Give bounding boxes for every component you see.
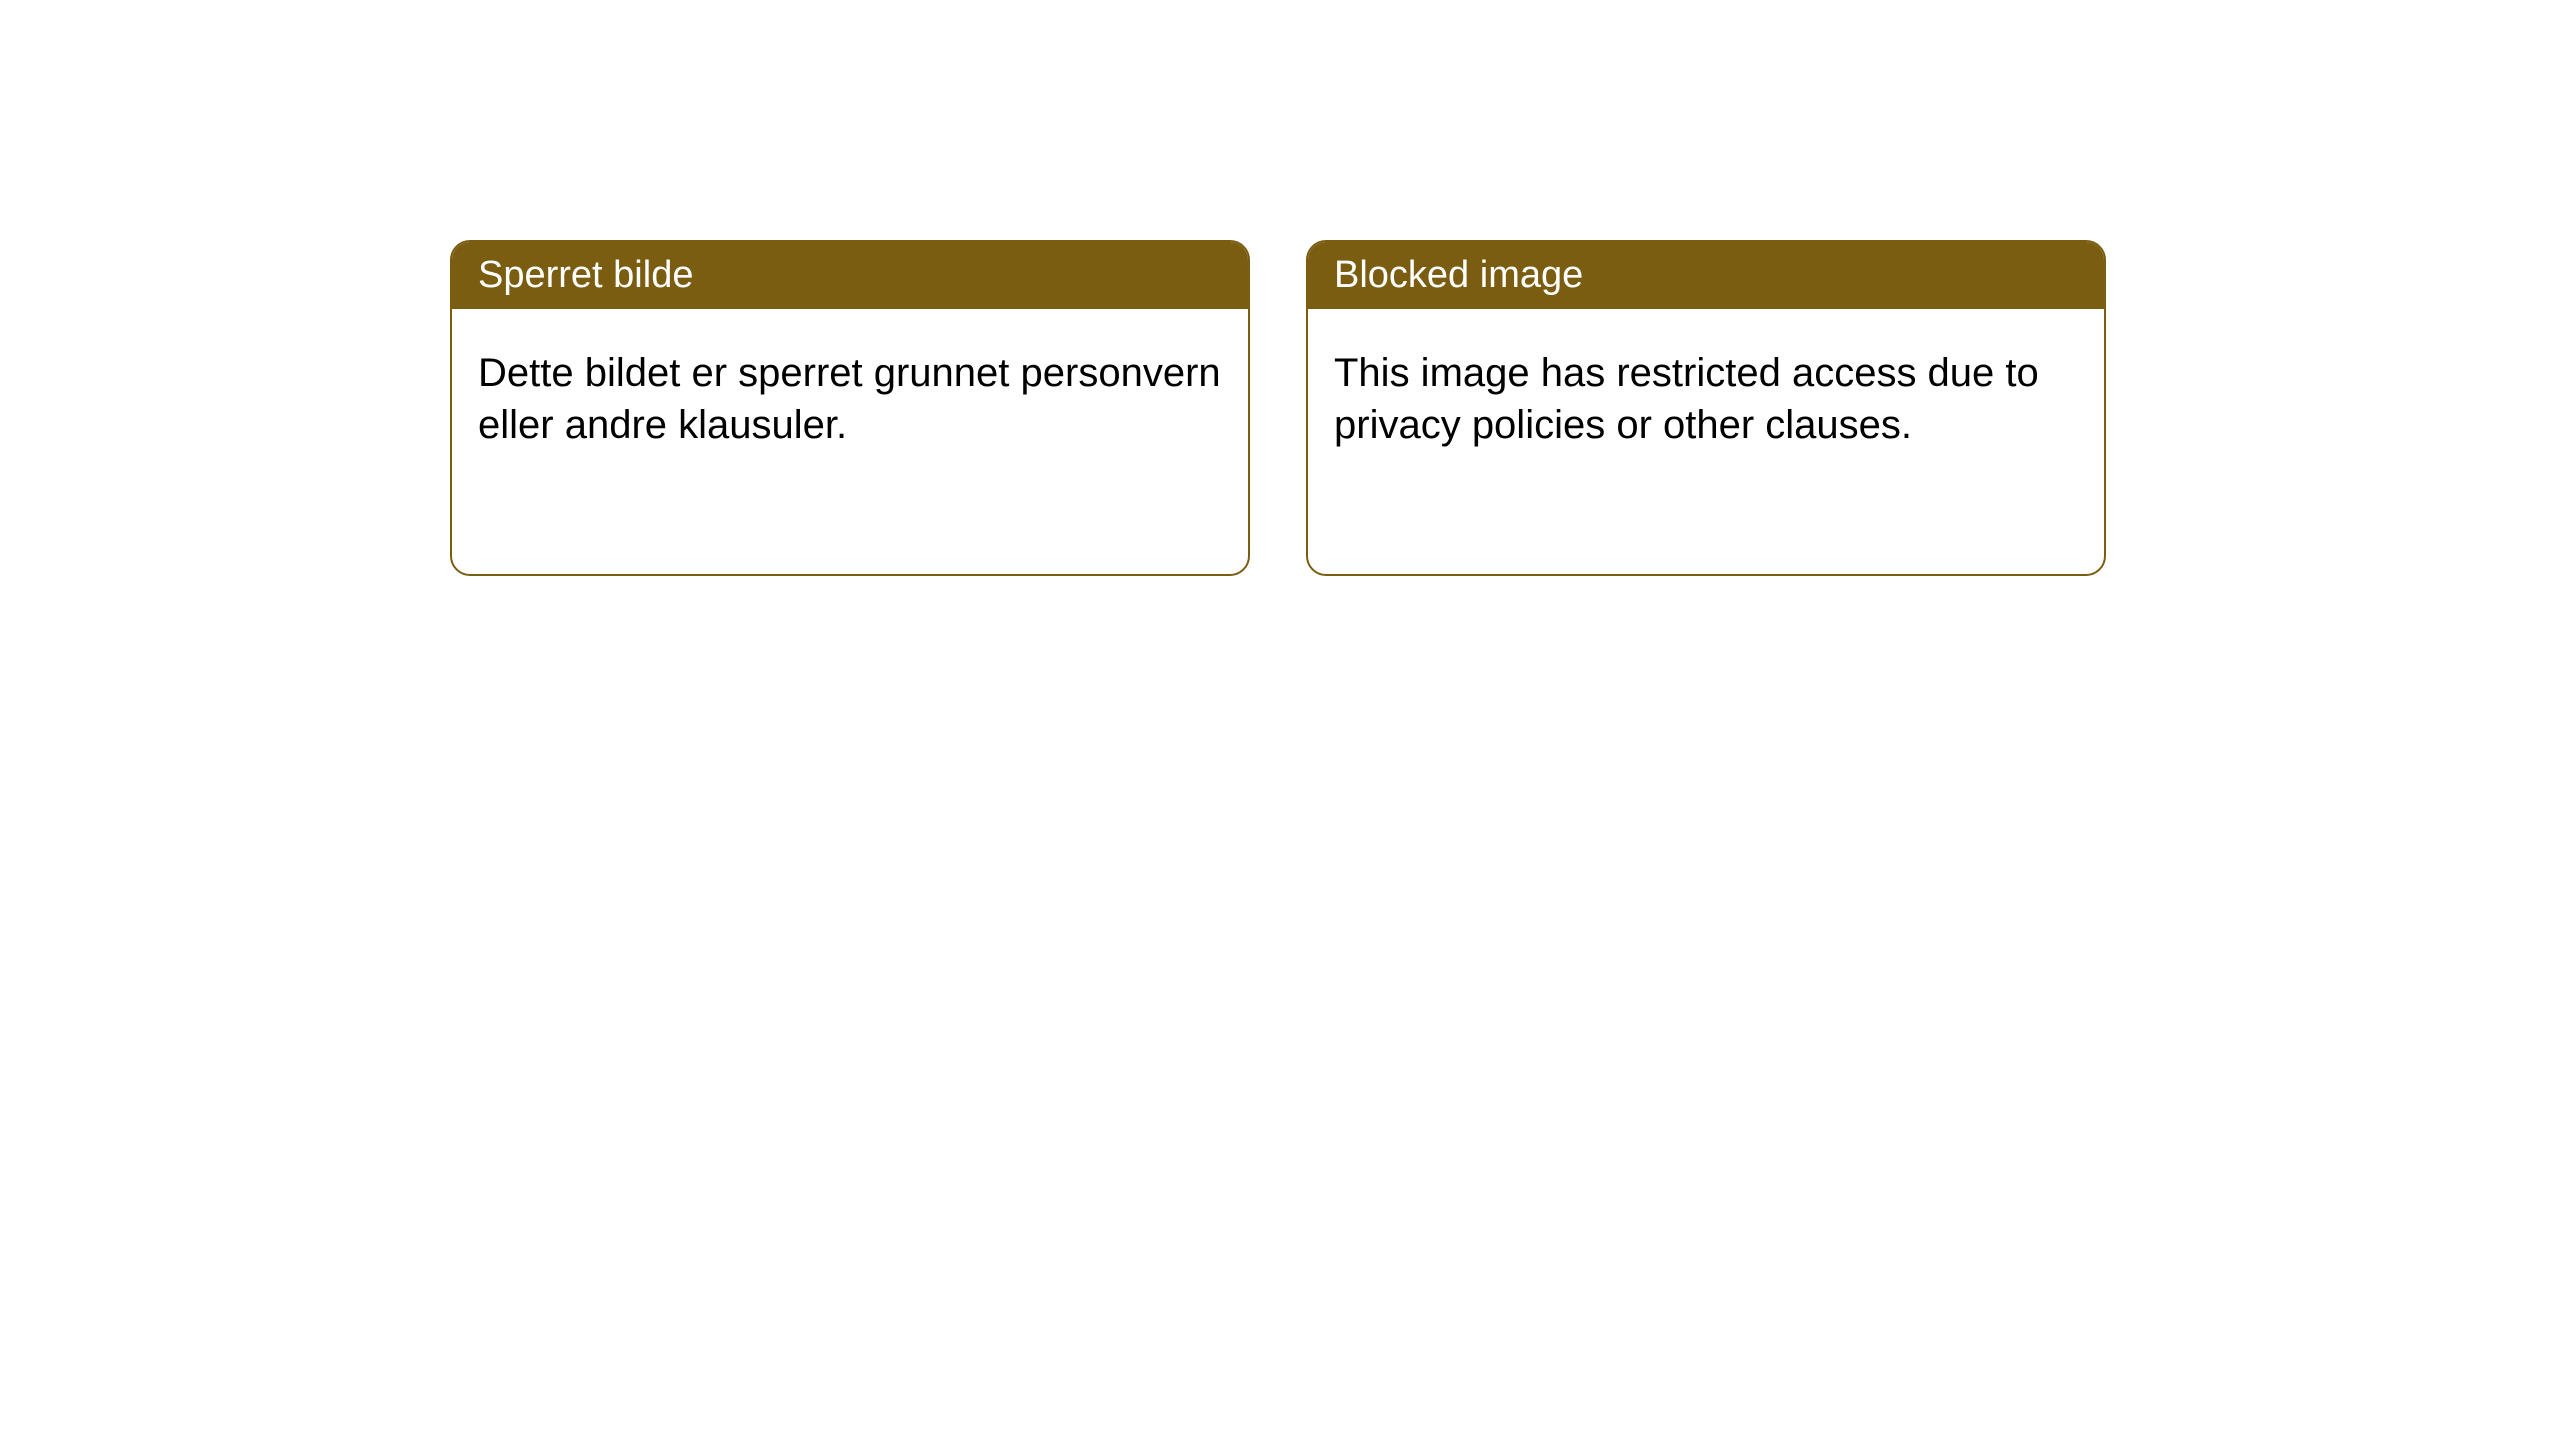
card-body-english: This image has restricted access due to … [1308,309,2104,489]
card-header-english: Blocked image [1308,242,2104,309]
card-header-norwegian: Sperret bilde [452,242,1248,309]
card-body-norwegian: Dette bildet er sperret grunnet personve… [452,309,1248,489]
notice-card-english: Blocked image This image has restricted … [1306,240,2106,576]
notice-cards-container: Sperret bilde Dette bildet er sperret gr… [450,240,2560,576]
notice-card-norwegian: Sperret bilde Dette bildet er sperret gr… [450,240,1250,576]
